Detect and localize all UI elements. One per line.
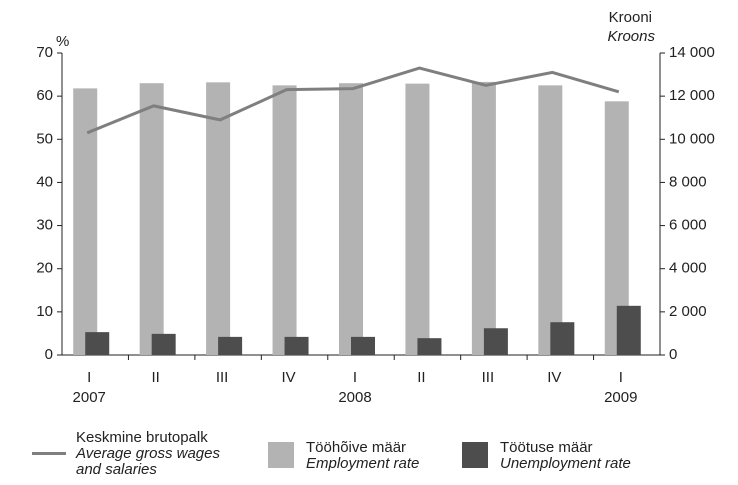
y2-tick-label: 10 000 <box>669 130 715 147</box>
x-tick-label: II <box>417 369 425 386</box>
bar <box>538 85 563 355</box>
legend-swatch <box>268 442 294 468</box>
x-tick-label: I <box>619 369 623 386</box>
bar <box>218 336 243 355</box>
bar <box>405 83 430 355</box>
bar <box>85 332 110 355</box>
legend-entry: Töötuse määr Unemployment rate <box>500 440 720 472</box>
x-tick-label: I <box>353 369 357 386</box>
y2-tick-label: 4 000 <box>669 260 707 277</box>
y2-axis-title: Krooni <box>609 9 652 26</box>
y-tick-label: 20 <box>36 260 53 277</box>
y-tick-label: 10 <box>36 303 53 320</box>
bar <box>73 88 98 356</box>
legend-entry: Keskmine brutopalk Average gross wages an… <box>76 430 246 478</box>
bar <box>339 83 363 355</box>
bar <box>471 81 496 356</box>
bar <box>206 82 231 355</box>
y-tick-label: 40 <box>36 173 53 190</box>
x-tick-label: IV <box>281 369 295 386</box>
x-group-label: 2008 <box>338 389 371 406</box>
legend-label: Töötuse määr <box>500 439 593 456</box>
y-tick-label: 30 <box>36 217 53 234</box>
y2-axis-title-en: Kroons <box>607 28 655 45</box>
bar <box>483 328 508 355</box>
y2-tick-label: 6 000 <box>669 217 707 234</box>
legend-label-en: Unemployment rate <box>500 455 631 472</box>
x-group-label: 2007 <box>73 389 106 406</box>
bar <box>151 333 176 355</box>
line <box>86 66 620 135</box>
y2-tick-label: 8 000 <box>669 173 707 190</box>
legend-label-en: Employment rate <box>306 455 420 472</box>
y-tick-label: 60 <box>36 87 53 104</box>
legend-label: Tööhõive määr <box>306 439 407 456</box>
bar <box>272 85 297 355</box>
legend-label: Keskmine brutopalk <box>76 429 208 446</box>
y-tick-label: 70 <box>36 44 53 61</box>
legend-swatch <box>32 452 66 455</box>
y2-tick-label: 0 <box>669 346 677 363</box>
bar <box>284 336 309 355</box>
y-axis-title: % <box>56 33 69 50</box>
bar <box>550 322 575 355</box>
bar <box>139 83 164 355</box>
x-tick-label: II <box>151 369 159 386</box>
bar <box>616 305 641 355</box>
y2-tick-label: 12 000 <box>669 87 715 104</box>
legend-entry: Tööhõive määr Employment rate <box>306 440 486 472</box>
x-tick-label: I <box>87 369 91 386</box>
y2-tick-label: 2 000 <box>669 303 707 320</box>
y-tick-label: 50 <box>36 130 53 147</box>
x-tick-label: IV <box>547 369 561 386</box>
y2-tick-label: 14 000 <box>669 44 715 61</box>
y-tick-label: 0 <box>45 346 53 363</box>
legend-swatch <box>462 442 488 468</box>
bar <box>417 338 442 355</box>
x-group-label: 2009 <box>604 389 637 406</box>
legend-label-en: Average gross wages and salaries <box>76 445 220 478</box>
chart: % Krooni Kroons 0 10 20 30 40 50 60 70 0 2 000 4 0… <box>36 9 715 406</box>
x-tick-label: III <box>482 369 495 386</box>
bar <box>351 336 375 355</box>
x-tick-label: III <box>216 369 229 386</box>
